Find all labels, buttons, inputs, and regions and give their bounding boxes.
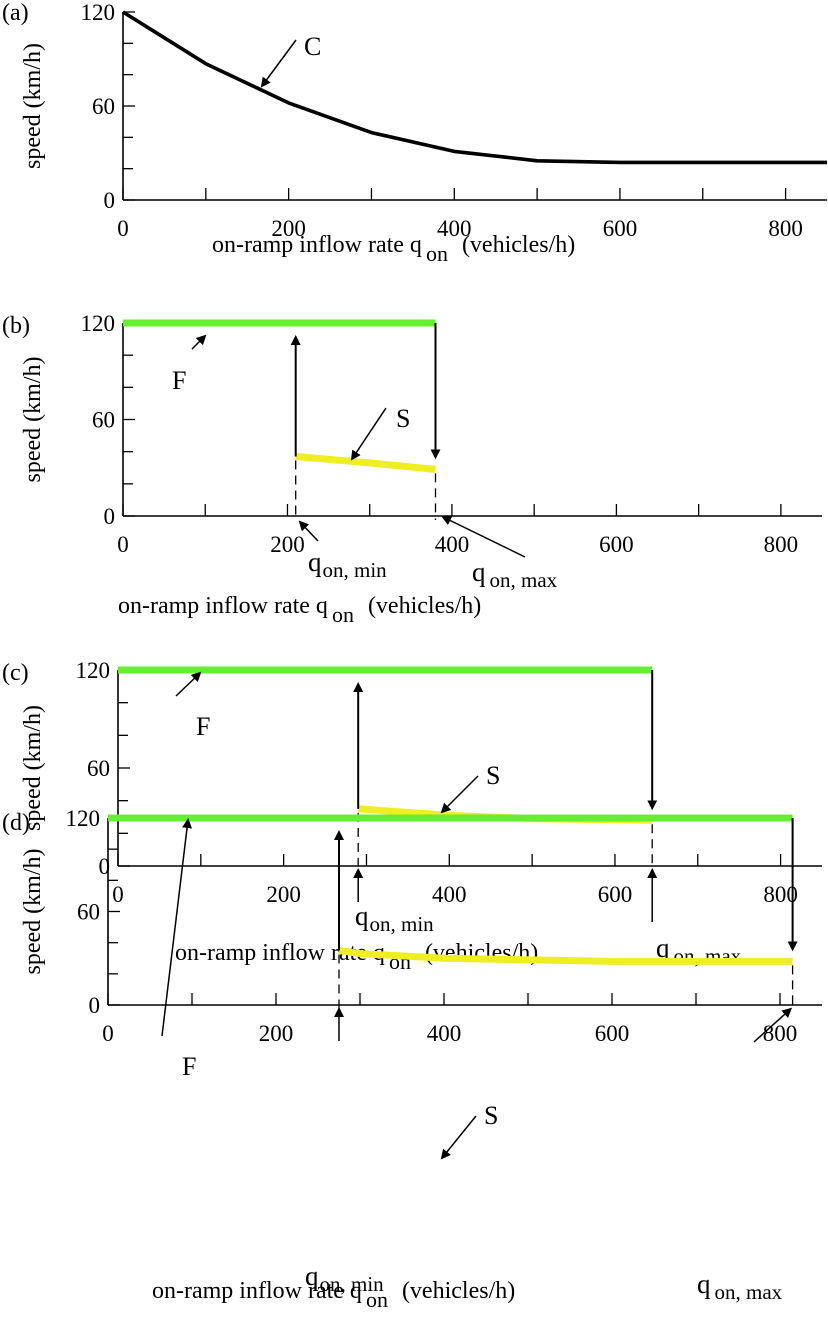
x-tick-label: 0	[102, 1021, 114, 1046]
x-tick-label: 0	[117, 216, 129, 241]
panel-1: 0 60 120 0 200 400 600 800 (b) speed (km/h) on-ram…	[2, 311, 822, 627]
qmin-sub: on, min	[370, 912, 435, 936]
x-tick-label: 0	[117, 532, 129, 557]
qmin-sub: on, min	[320, 1272, 385, 1296]
x-axis-label-units: (vehicles/h)	[368, 593, 481, 619]
y-tick-label: 120	[76, 658, 111, 683]
y-tick-label: 120	[81, 0, 116, 25]
panel-label: (c)	[2, 660, 29, 686]
y-tick-label: 120	[66, 806, 101, 831]
x-axis-label: on-ramp inflow rate q on (vehicles/h)	[152, 1278, 515, 1312]
y-tick-label: 0	[99, 854, 111, 879]
curve-s-pointer	[440, 775, 479, 814]
series-S-line	[338, 947, 793, 965]
x-tick-label: 200	[266, 882, 301, 907]
curve-s-label: S	[486, 761, 500, 790]
y-tick-label: 0	[104, 188, 116, 213]
y-axis-label: speed (km/h)	[20, 705, 46, 831]
panel-label: (b)	[2, 313, 30, 339]
y-tick-label: 120	[81, 311, 116, 336]
y-tick-label: 60	[87, 756, 110, 781]
qmin-label: qon, min	[355, 901, 434, 936]
y-axis-label: speed (km/h)	[20, 357, 46, 483]
panel-label: (a)	[2, 0, 29, 26]
y-tick-label: 0	[104, 504, 116, 529]
x-tick-label: 400	[427, 1021, 462, 1046]
panel-3: 0 60 120 0 200 400 600 800 (d) speed (km/h) on-ram…	[2, 806, 822, 1312]
qmax-pointer	[441, 516, 526, 558]
qmin-main: q	[308, 547, 322, 577]
x-tick-label: 0	[112, 882, 124, 907]
curve-f-pointer	[161, 818, 193, 1037]
x-tick-label: 400	[432, 882, 467, 907]
curve-s-pointer	[440, 1115, 477, 1160]
y-tick-label: 60	[92, 94, 115, 119]
x-tick-label: 800	[763, 1021, 798, 1046]
qmax-main: q	[656, 933, 670, 963]
x-tick-label: 200	[270, 532, 305, 557]
x-axis-label-main: on-ramp inflow rate q	[212, 232, 422, 258]
y-tick-label: 60	[92, 408, 115, 433]
curve-f-label: F	[172, 366, 186, 395]
qmin-pointer	[298, 520, 319, 542]
x-axis-label-sub: on	[426, 241, 448, 266]
qmax-main: q	[472, 557, 486, 587]
curve-f-label: F	[182, 1052, 196, 1081]
qmax-label: q on, max	[472, 557, 558, 592]
qmin-main: q	[305, 1261, 319, 1291]
qmax-sub: on, max	[490, 568, 558, 592]
qmin-main: q	[355, 901, 369, 931]
x-axis-label-sub: on	[366, 1287, 388, 1312]
y-tick-label: 0	[89, 993, 101, 1018]
qmin-label: qon, min	[308, 547, 387, 582]
qmax-pointer	[753, 1007, 793, 1043]
qmax-label: q on, max	[697, 1269, 783, 1304]
x-axis-label-main: on-ramp inflow rate q	[152, 1278, 362, 1304]
curve-f-pointer	[175, 671, 202, 697]
x-axis-label-units: (vehicles/h)	[402, 1278, 515, 1304]
x-tick-label: 600	[595, 1021, 630, 1046]
x-tick-label: 400	[437, 216, 472, 241]
y-axis-label: speed (km/h)	[20, 43, 46, 169]
x-tick-label: 600	[603, 216, 638, 241]
qmin-label: qon, min	[305, 1261, 384, 1296]
y-tick-label: 60	[77, 900, 100, 925]
y-axis-label: speed (km/h)	[20, 849, 46, 975]
qmax-main: q	[697, 1269, 711, 1299]
x-tick-label: 200	[259, 1021, 294, 1046]
x-axis-label-main: on-ramp inflow rate q	[118, 593, 328, 619]
panel-0: 0 60 120 0 200 400 600 800 (a) speed (km/h) on-ram…	[2, 0, 827, 266]
x-tick-label: 200	[271, 216, 306, 241]
x-tick-label: 600	[598, 882, 633, 907]
curve-f-label: F	[196, 712, 210, 741]
series-S-line	[295, 453, 436, 473]
curve-s-label: S	[484, 1101, 498, 1130]
curve-c-label: C	[304, 32, 321, 61]
x-tick-label: 400	[435, 532, 470, 557]
x-tick-label: 800	[768, 216, 803, 241]
series-C-line	[122, 10, 827, 165]
x-tick-label: 600	[599, 532, 634, 557]
curve-f-pointer	[191, 334, 207, 350]
x-axis-label-sub: on	[332, 602, 354, 627]
x-tick-label: 800	[764, 532, 799, 557]
qmin-sub: on, min	[323, 558, 388, 582]
curve-s-label: S	[396, 404, 410, 433]
x-axis-label: on-ramp inflow rate q on (vehicles/h)	[118, 593, 481, 627]
curve-s-pointer	[350, 407, 387, 461]
curve-c-pointer	[260, 39, 297, 88]
x-axis-label-units: (vehicles/h)	[462, 232, 575, 258]
qmax-sub: on, max	[715, 1280, 783, 1304]
panel-label: (d)	[2, 810, 30, 836]
x-axis-label: on-ramp inflow rate q on (vehicles/h)	[212, 232, 575, 266]
